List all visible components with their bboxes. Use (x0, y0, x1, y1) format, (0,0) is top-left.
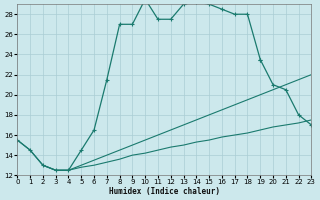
X-axis label: Humidex (Indice chaleur): Humidex (Indice chaleur) (109, 187, 220, 196)
